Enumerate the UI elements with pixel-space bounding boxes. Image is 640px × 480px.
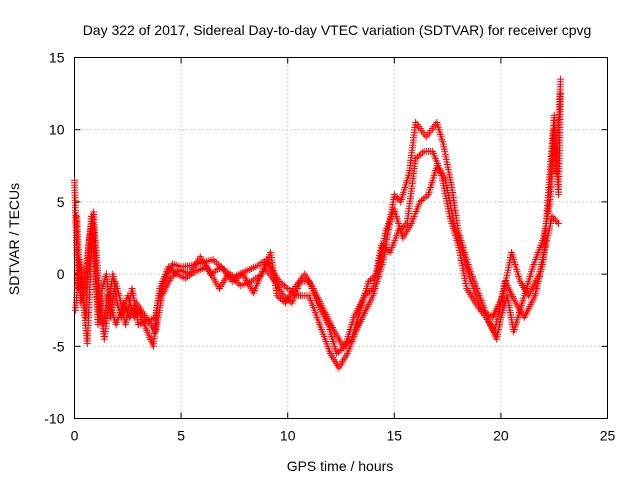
plus-marker xyxy=(170,271,178,279)
plus-marker xyxy=(400,222,408,230)
plus-marker xyxy=(401,221,409,229)
plus-marker xyxy=(168,266,176,274)
plus-marker xyxy=(418,196,426,204)
plus-marker xyxy=(360,292,368,300)
plus-marker xyxy=(340,344,348,352)
plus-marker xyxy=(209,256,217,264)
y-tick-label: -5 xyxy=(52,338,65,354)
plus-marker xyxy=(395,227,403,235)
plus-marker xyxy=(419,195,427,203)
x-tick-label: 5 xyxy=(177,428,185,444)
plus-marker xyxy=(362,290,370,298)
y-tick-label: 10 xyxy=(49,122,65,138)
y-axis-label: SDTVAR / TECUs xyxy=(6,183,22,295)
plus-marker xyxy=(334,348,342,356)
plus-marker xyxy=(390,191,398,199)
plus-marker xyxy=(416,198,424,206)
plus-marker xyxy=(281,293,289,301)
plus-marker xyxy=(364,289,372,297)
plus-marker xyxy=(379,243,387,251)
plus-marker xyxy=(213,259,221,267)
plus-marker xyxy=(423,192,431,200)
plus-marker xyxy=(393,194,401,202)
plus-marker xyxy=(279,292,287,300)
plus-marker xyxy=(413,153,421,161)
plus-marker xyxy=(338,345,346,353)
plus-marker xyxy=(166,264,174,272)
plus-marker xyxy=(283,295,291,303)
plus-marker xyxy=(273,292,281,300)
ticks: 0 5 10 15 20 25 -10 -5 0 5 10 15 xyxy=(44,50,615,444)
plus-marker xyxy=(173,268,181,276)
plus-marker xyxy=(279,280,287,288)
plus-marker xyxy=(336,347,344,355)
x-tick-label: 25 xyxy=(600,428,616,444)
plus-marker xyxy=(168,273,176,281)
plus-marker xyxy=(557,75,565,83)
plus-marker xyxy=(378,241,386,249)
x-tick-label: 0 xyxy=(71,428,79,444)
data-marks xyxy=(71,75,565,372)
y-tick-label: -10 xyxy=(44,411,64,427)
plus-marker xyxy=(554,220,562,228)
plus-marker xyxy=(282,283,290,291)
plus-marker xyxy=(164,263,172,271)
plus-marker xyxy=(412,155,420,163)
plus-marker xyxy=(548,212,556,220)
plus-marker xyxy=(367,286,375,294)
plus-marker xyxy=(421,194,429,202)
plus-marker xyxy=(417,150,425,158)
chart-title: Day 322 of 2017, Sidereal Day-to-day VTE… xyxy=(83,22,592,38)
plus-marker xyxy=(398,224,406,232)
plus-marker xyxy=(366,287,374,295)
plus-marker xyxy=(366,276,374,284)
x-tick-label: 10 xyxy=(280,428,296,444)
plus-marker xyxy=(172,269,180,277)
plus-marker xyxy=(557,90,565,98)
plus-marker xyxy=(211,257,219,265)
series-1 xyxy=(71,75,565,372)
plus-marker xyxy=(418,149,426,157)
plus-marker xyxy=(275,293,283,301)
plus-marker xyxy=(333,350,341,358)
plus-marker xyxy=(392,192,400,200)
plus-marker xyxy=(396,225,404,233)
x-tick-label: 20 xyxy=(493,428,509,444)
x-tick-label: 15 xyxy=(387,428,403,444)
x-axis-label: GPS time / hours xyxy=(287,458,394,474)
plus-marker xyxy=(278,296,286,304)
plus-marker xyxy=(370,273,378,281)
plus-marker xyxy=(166,274,174,282)
y-tick-label: 5 xyxy=(57,194,65,210)
y-tick-label: 0 xyxy=(57,266,65,282)
plus-marker xyxy=(235,280,243,288)
plus-marker xyxy=(280,282,288,290)
series-3 xyxy=(72,90,565,358)
plus-marker xyxy=(415,152,423,160)
plus-marker xyxy=(553,218,561,226)
plus-marker xyxy=(381,244,389,252)
plus-marker xyxy=(551,216,559,224)
plus-marker xyxy=(276,295,284,303)
y-tick-label: 15 xyxy=(49,50,65,66)
plus-marker xyxy=(550,214,558,222)
